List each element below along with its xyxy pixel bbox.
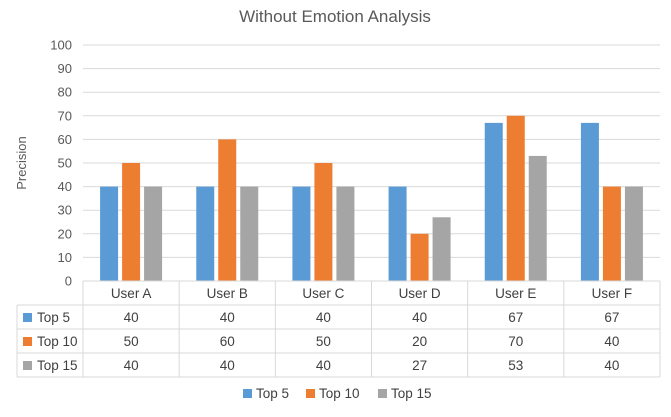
legend-label: Top 10 (319, 386, 360, 401)
legend: Top 5 Top 10 Top 15 (243, 386, 432, 401)
bar-top-10 (314, 163, 333, 281)
y-tick-label: 20 (58, 226, 72, 241)
table-value: 50 (316, 334, 331, 349)
legend-swatch (306, 389, 315, 398)
table-value: 50 (124, 334, 139, 349)
y-tick-label: 90 (58, 61, 72, 76)
bar-top-10 (410, 233, 429, 281)
y-tick-label: 50 (58, 156, 72, 171)
bar-top-10 (218, 139, 237, 281)
table-legend-key (23, 361, 32, 370)
table-value: 53 (508, 358, 523, 373)
table-series-label: Top 15 (37, 358, 78, 373)
table-value: 67 (604, 310, 619, 325)
table-value: 40 (124, 310, 139, 325)
table-value: 40 (316, 310, 331, 325)
bar-top-15 (336, 186, 355, 281)
table-value: 40 (316, 358, 331, 373)
y-tick-label: 40 (58, 179, 72, 194)
y-tick-label: 80 (58, 85, 72, 100)
bar-top-10 (122, 163, 141, 281)
y-tick-label: 100 (50, 38, 72, 53)
category-label: User A (111, 286, 152, 301)
bar-top-5 (100, 186, 119, 281)
y-tick-label: 60 (58, 132, 72, 147)
bar-top-15 (432, 217, 451, 281)
bar-top-15 (624, 186, 643, 281)
legend-swatch (243, 389, 252, 398)
y-tick-label: 70 (58, 108, 72, 123)
table-value: 40 (220, 310, 235, 325)
table-value: 60 (220, 334, 235, 349)
y-tick-label: 0 (65, 274, 72, 289)
category-label: User D (399, 286, 441, 301)
table-value: 67 (508, 310, 523, 325)
table-series-label: Top 5 (37, 310, 70, 325)
data-table: User A User B User C User D User E User F Top … (16, 280, 661, 378)
bar-top-5 (580, 122, 599, 281)
legend-label: Top 15 (391, 386, 432, 401)
legend-label: Top 5 (256, 386, 289, 401)
bar-top-5 (484, 122, 503, 281)
y-tick-label: 10 (58, 250, 72, 265)
category-label: User E (495, 286, 536, 301)
table-value: 40 (124, 358, 139, 373)
bars (100, 115, 643, 281)
bar-top-5 (196, 186, 215, 281)
table-value: 40 (604, 334, 619, 349)
table-series-label: Top 10 (37, 334, 78, 349)
bar-top-15 (144, 186, 163, 281)
y-axis-ticks: 0 10 20 30 40 50 60 70 80 90 100 (50, 38, 72, 289)
bar-top-5 (388, 186, 407, 281)
y-tick-label: 30 (58, 203, 72, 218)
gridlines (83, 44, 660, 282)
bar-top-10 (506, 115, 525, 281)
table-value: 40 (412, 310, 427, 325)
chart-title: Without Emotion Analysis (239, 7, 431, 26)
table-legend-key (23, 337, 32, 346)
category-label: User F (592, 286, 633, 301)
bar-top-5 (292, 186, 311, 281)
table-value: 27 (412, 358, 427, 373)
category-label: User B (207, 286, 248, 301)
category-label: User C (302, 286, 344, 301)
table-value: 40 (604, 358, 619, 373)
y-axis-label: Precision (14, 136, 29, 189)
table-value: 70 (508, 334, 523, 349)
legend-item: Top 5 (243, 386, 289, 401)
bar-top-10 (602, 186, 621, 281)
bar-top-15 (240, 186, 259, 281)
table-value: 40 (220, 358, 235, 373)
table-value: 20 (412, 334, 427, 349)
table-legend-key (23, 313, 32, 322)
legend-item: Top 10 (306, 386, 360, 401)
bar-top-15 (528, 155, 547, 281)
legend-swatch (378, 389, 387, 398)
legend-item: Top 15 (378, 386, 432, 401)
